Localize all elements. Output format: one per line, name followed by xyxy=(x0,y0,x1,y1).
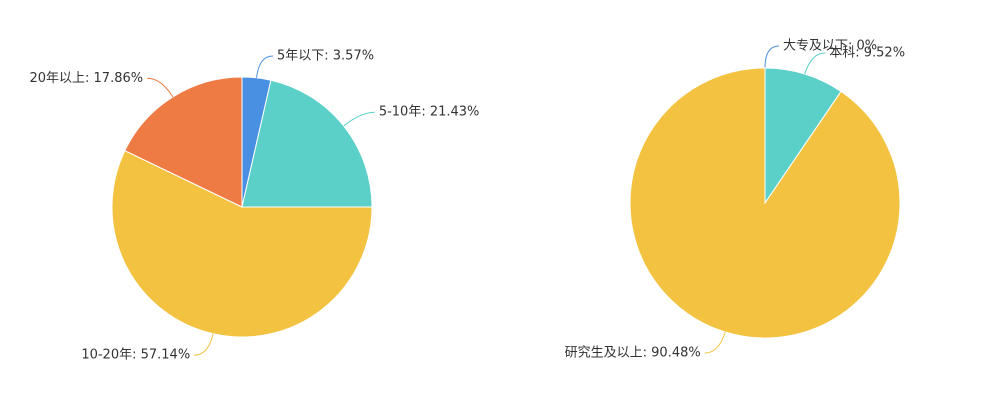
slice-label: 20年以上: 17.86% xyxy=(29,71,143,86)
leader-line xyxy=(194,333,214,356)
leader-line xyxy=(764,45,780,69)
leader-line xyxy=(256,55,274,78)
pie-slice xyxy=(629,67,901,339)
slice-label: 研究生及以上: 90.48% xyxy=(565,346,701,361)
leader-line xyxy=(147,77,174,98)
slice-label: 大专及以下: 0% xyxy=(783,39,877,54)
slice-label: 5-10年: 21.43% xyxy=(379,105,480,120)
pie-slice xyxy=(764,67,842,205)
leader-line xyxy=(704,331,726,354)
slice-label: 5年以下: 3.57% xyxy=(277,48,374,63)
pie-slice xyxy=(124,76,243,208)
slice-label: 本科: 9.52% xyxy=(829,45,905,60)
leader-line xyxy=(343,111,375,127)
pie-slice xyxy=(241,79,373,208)
slice-label: 10-20年: 57.14% xyxy=(81,348,190,363)
leader-line xyxy=(804,52,826,75)
